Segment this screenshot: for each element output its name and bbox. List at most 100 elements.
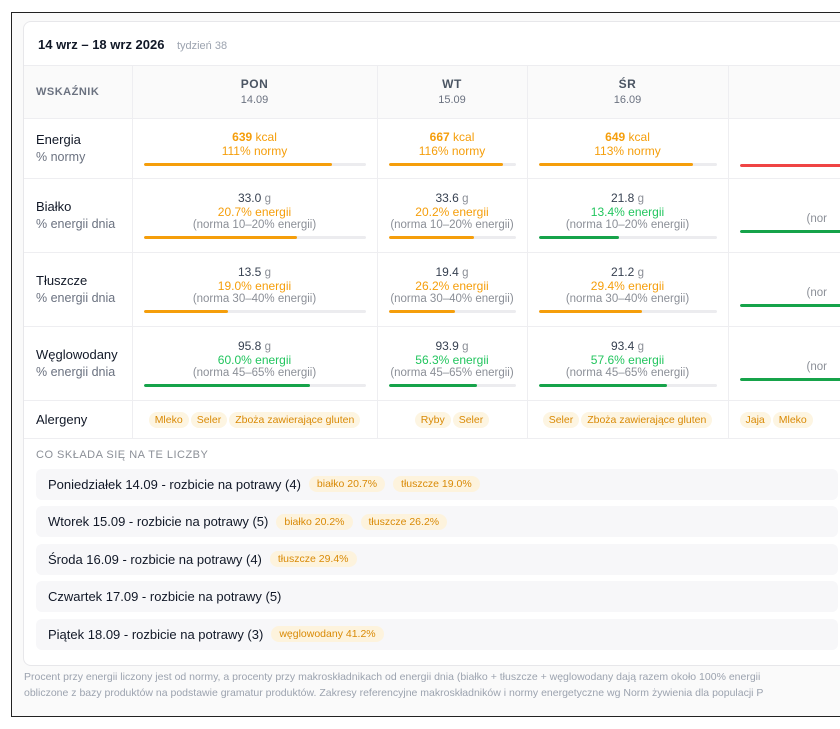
row-label-bialko: Białko % energii dnia <box>24 178 133 253</box>
allergen-tag: Mleko <box>772 412 813 428</box>
progress-bar <box>538 384 717 387</box>
breakdown-item-thursday[interactable]: Czwartek 17.09 - rozbicie na potrawy (5) <box>36 581 838 612</box>
progress-bar <box>739 164 840 167</box>
breakdown-item-friday[interactable]: Piątek 18.09 - rozbicie na potrawy (3) w… <box>36 618 838 650</box>
week-header: 14 wrz – 18 wrz 2026 tydzień 38 <box>24 22 840 66</box>
energy-unit: kcal <box>453 130 475 144</box>
macro-norm: (norma 45–65% energii) <box>390 367 514 379</box>
macro-pct: 56.3% energii <box>415 353 489 367</box>
allergen-cell: Seler Zboża zawierające gluten <box>527 400 729 439</box>
macro-unit: g <box>637 193 645 205</box>
macro-norm: (norma 10–20% energii) <box>192 219 317 231</box>
progress-fill <box>739 377 840 381</box>
macro-unit: g <box>462 341 469 353</box>
row-weglowodany: Węglowodany % energii dnia 95.8 g 60.0% en… <box>24 326 840 401</box>
macro-cell: 95.8 g 60.0% energii (norma 45–65% energii… <box>132 326 378 401</box>
macro-norm: (norma 45–65% energii) <box>565 367 690 379</box>
breakdown-item-monday[interactable]: Poniedziałek 14.09 - rozbicie na potrawy… <box>36 468 838 500</box>
macro-value: 19.4 <box>435 265 459 279</box>
day-date: 15.09 <box>438 94 466 107</box>
breakdown-label: Wtorek 15.09 - rozbicie na potrawy (5) <box>48 514 269 529</box>
allergen-cell: Mleko Seler Zboża zawierające gluten <box>132 400 378 439</box>
progress-bar <box>538 236 717 239</box>
allergen-cell: Jaja Mleko <box>728 400 840 439</box>
energy-pct: 113% normy <box>594 144 661 158</box>
macro-norm: (norma 30–40% energii) <box>390 293 514 305</box>
row-alergeny: Alergeny Mleko Seler Zboża zawierające glu… <box>24 400 840 439</box>
progress-fill <box>538 310 642 313</box>
macro-norm: (norma 10–20% energii) <box>390 219 514 231</box>
macro-norm: (nor <box>806 286 827 299</box>
macro-norm: (norma 10–20% energii) <box>565 219 690 231</box>
row-label-weglowodany: Węglowodany % energii dnia <box>24 326 133 401</box>
allergen-tag: Zboża zawierające gluten <box>581 412 713 428</box>
row-label-main: Węglowodany <box>36 347 118 362</box>
progress-fill <box>143 384 310 387</box>
macro-value: 21.2 <box>610 265 635 279</box>
row-label-sub: % energii dnia <box>36 365 116 379</box>
progress-bar <box>739 229 840 233</box>
macro-cell: 21.2 g 29.4% energii (norma 30–40% energii… <box>527 252 729 327</box>
macro-pct: 60.0% energii <box>217 353 292 367</box>
week-range: 14 wrz – 18 wrz 2026 <box>38 37 165 52</box>
breakdown-label: Środa 16.09 - rozbicie na potrawy (4) <box>48 551 262 567</box>
progress-fill <box>388 310 455 313</box>
macro-cell: 93.9 g 56.3% energii (norma 45–65% energii… <box>377 326 528 401</box>
macro-pct: 20.2% energii <box>415 205 489 219</box>
macro-pct: 29.4% energii <box>590 279 665 293</box>
week-number: tydzień 38 <box>176 40 228 52</box>
footnote-line: obliczone z bazy produktów na podstawie … <box>24 687 764 699</box>
energy-cell: 649 kcal 113% normy <box>527 118 729 179</box>
macro-cell: 93.4 g 57.6% energii (norma 45–65% energii… <box>527 326 729 401</box>
macro-norm: (nor <box>806 360 827 373</box>
macro-pct: 19.0% energii <box>217 279 292 293</box>
breakdown-label: Piątek 18.09 - rozbicie na potrawy (3) <box>48 626 264 642</box>
macro-cell: 33.0 g 20.7% energii (norma 10–20% energii… <box>132 178 378 253</box>
energy-cell: 667 kcal 116% normy <box>377 118 528 179</box>
macro-unit: g <box>637 267 645 279</box>
progress-fill <box>143 163 333 166</box>
macro-value: 93.4 <box>610 339 635 353</box>
progress-fill <box>143 236 297 239</box>
progress-fill <box>739 229 840 233</box>
allergen-tag: Seler <box>542 412 580 428</box>
day-header-thu <box>728 66 840 119</box>
progress-bar <box>388 384 516 387</box>
day-header-wed: ŚR 16.09 <box>527 66 729 119</box>
day-name: PON <box>240 77 269 92</box>
allergen-tag: Zboża zawierające gluten <box>229 412 361 428</box>
macro-value: 21.8 <box>610 191 635 205</box>
macro-cell: (nor <box>728 326 840 401</box>
energy-value: 667 <box>429 130 450 144</box>
progress-bar <box>538 310 717 313</box>
day-header-mon: PON 14.09 <box>132 66 378 119</box>
progress-bar <box>143 384 366 387</box>
macro-value: 13.5 <box>237 265 262 279</box>
macro-cell: 19.4 g 26.2% energii (norma 30–40% energii… <box>377 252 528 327</box>
week-card: 14 wrz – 18 wrz 2026 tydzień 38 WSKAŹNIK… <box>23 21 840 666</box>
macro-unit: g <box>264 341 272 353</box>
row-tluszcze: Tłuszcze% energii dnia 13.5 g 19.0% energ… <box>24 252 840 327</box>
breakdown-pill: tłuszcze 26.2% <box>360 513 448 530</box>
macro-value: 33.6 <box>435 191 459 205</box>
macro-cell: 21.8 g 13.4% energii (norma 10–20% energii… <box>527 178 729 253</box>
app-frame: 14 wrz – 18 wrz 2026 tydzień 38 WSKAŹNIK… <box>11 12 840 717</box>
breakdown-label: Poniedziałek 14.09 - rozbicie na potrawy… <box>48 476 301 492</box>
breakdown-item-wednesday[interactable]: Środa 16.09 - rozbicie na potrawy (4) tł… <box>36 543 838 575</box>
progress-fill <box>388 384 478 387</box>
breakdown-pill: białko 20.7% <box>308 476 386 492</box>
progress-bar <box>143 310 366 313</box>
breakdown-label: Czwartek 17.09 - rozbicie na potrawy (5) <box>48 589 282 604</box>
row-energia: Energia% normy 639 kcal 111% normy 667 kc… <box>24 118 840 179</box>
progress-fill <box>739 164 840 167</box>
row-label-main: Białko <box>36 199 72 214</box>
day-header-tue: WT 15.09 <box>377 66 528 119</box>
macro-norm: (nor <box>806 212 827 225</box>
day-date: 16.09 <box>613 94 642 107</box>
macro-pct: 26.2% energii <box>415 279 489 293</box>
macro-unit: g <box>264 193 272 205</box>
allergen-tag: Ryby <box>414 412 451 428</box>
day-date: 14.09 <box>240 94 269 107</box>
breakdown-item-tuesday[interactable]: Wtorek 15.09 - rozbicie na potrawy (5) b… <box>36 506 838 537</box>
row-label-main: Alergeny <box>36 411 88 427</box>
